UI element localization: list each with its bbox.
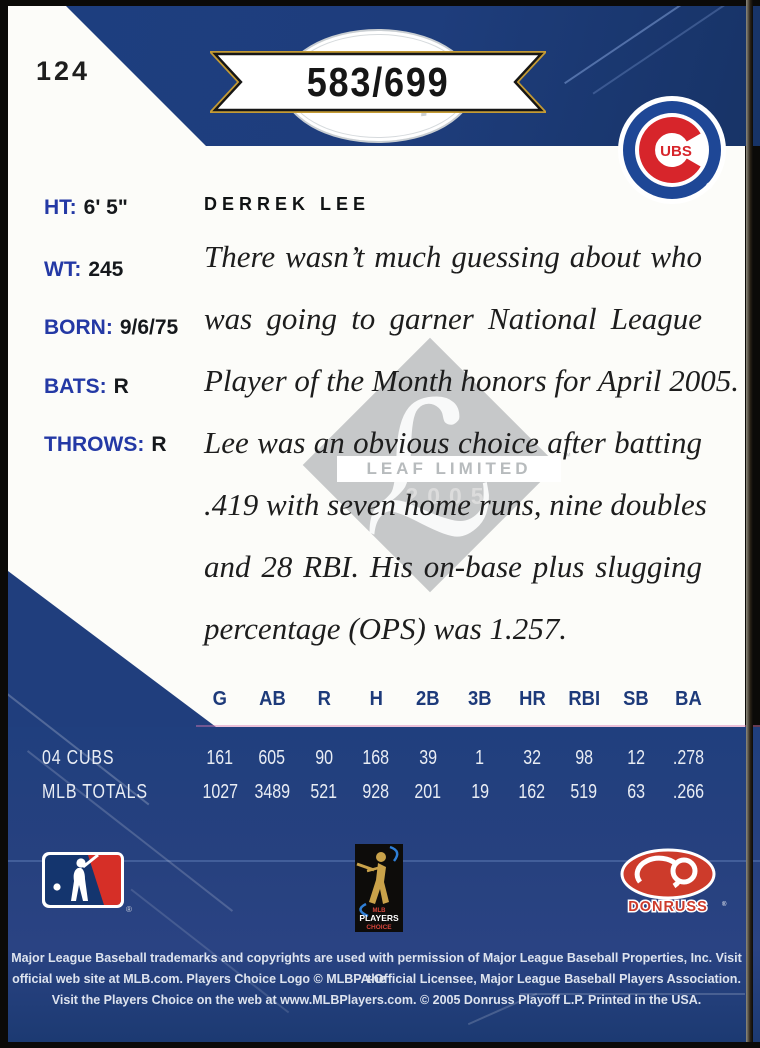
mlb-logo-bat bbox=[82, 853, 99, 869]
players-choice-mlb-text: MLB bbox=[373, 908, 387, 914]
stats-row-label: MLB TOTALS bbox=[42, 781, 148, 803]
bio-throws: THROWS: R bbox=[44, 433, 167, 457]
mlb-logo-red-field bbox=[88, 855, 121, 905]
stats-header-hr: HR bbox=[518, 688, 546, 710]
streak-line bbox=[520, 993, 745, 995]
description-line: .419 with seven home runs, nine doubles bbox=[204, 487, 707, 522]
cubs-ubs-text: UBS bbox=[660, 143, 692, 160]
scan-border-bottom bbox=[0, 1042, 760, 1048]
bio-weight: WT: 245 bbox=[44, 258, 123, 282]
donruss-logo-icon: DONRUSS ® bbox=[620, 848, 727, 916]
stat-cell: 1027 bbox=[202, 781, 238, 803]
stat-cell: 63 bbox=[627, 781, 645, 803]
stat-cell: 32 bbox=[523, 747, 541, 769]
stat-cell: 19 bbox=[471, 781, 489, 803]
donruss-registered-mark: ® bbox=[722, 901, 727, 908]
description-line: and 28 RBI. His on-base plus slugging bbox=[204, 549, 702, 584]
scan-border-right bbox=[746, 0, 753, 1048]
stats-header-rbi: RBI bbox=[568, 688, 600, 710]
stat-cell: 1 bbox=[475, 747, 485, 769]
serial-number: 583/699 bbox=[306, 58, 450, 105]
stats-header-sb: SB bbox=[623, 688, 649, 710]
stat-cell: 90 bbox=[315, 747, 333, 769]
players-choice-choice-text: CHOICE bbox=[366, 924, 392, 931]
player-description: There wasn’t much guessing about who was… bbox=[204, 226, 740, 660]
stats-row-mlb-totals: MLB TOTALS 1027 3489 521 928 201 19 162 … bbox=[0, 779, 714, 805]
stats-header-ba: BA bbox=[674, 688, 702, 710]
stats-row-2004: 04 CUBS 161 605 90 168 39 1 32 98 12 .27… bbox=[0, 745, 714, 771]
bio-label: BORN: bbox=[44, 316, 113, 339]
stats-header-3b: 3B bbox=[468, 688, 492, 710]
description-line: Player of the Month honors for April 200… bbox=[204, 363, 740, 398]
stat-cell: 168 bbox=[362, 747, 390, 769]
leaf-limited-trademark: ™ bbox=[562, 451, 571, 461]
stat-cell: .266 bbox=[672, 781, 704, 803]
cubs-team-logo-icon: UBS ® bbox=[618, 96, 726, 204]
players-choice-players-text: PLAYERS bbox=[359, 913, 399, 923]
bio-label: BATS: bbox=[44, 375, 107, 398]
stat-cell: 161 bbox=[206, 747, 234, 769]
players-choice-batter-body bbox=[369, 863, 389, 904]
stats-header-h: H bbox=[369, 688, 383, 710]
legal-line: Visit the Players Choice on the web at w… bbox=[51, 993, 702, 1007]
bio-label: HT: bbox=[44, 196, 77, 219]
players-choice-swoosh bbox=[389, 845, 399, 862]
stat-cell: 98 bbox=[575, 747, 593, 769]
description-line: percentage (OPS) was 1.257. bbox=[204, 611, 568, 646]
stats-header-row: G AB R H 2B 3B HR RBI SB BA bbox=[0, 686, 714, 712]
card-number: 124 bbox=[36, 56, 91, 86]
donruss-wordmark: DONRUSS bbox=[628, 899, 708, 915]
bio-bats: BATS: R bbox=[44, 375, 129, 399]
stat-cell: 39 bbox=[419, 747, 437, 769]
bio-value: R bbox=[151, 433, 167, 456]
description-line: There wasn’t much guessing about who bbox=[204, 239, 702, 274]
bio-value: 6' 5" bbox=[83, 196, 128, 219]
player-name: DERREK LEE bbox=[204, 194, 371, 214]
cubs-registered-mark: ® bbox=[706, 181, 713, 191]
players-choice-arm bbox=[366, 866, 379, 873]
leaf-limited-watermark-year: 2005 bbox=[405, 483, 493, 509]
stats-header-g: G bbox=[212, 688, 228, 710]
ribbon-shape bbox=[212, 52, 544, 112]
mlb-logo-icon: ® bbox=[42, 852, 132, 914]
stat-cell: 519 bbox=[570, 781, 598, 803]
stat-cell: 162 bbox=[518, 781, 546, 803]
description-line: was going to garner National League bbox=[204, 301, 702, 336]
bio-label: THROWS: bbox=[44, 433, 145, 456]
bio-value: 9/6/75 bbox=[119, 316, 179, 339]
stat-cell: 521 bbox=[310, 781, 338, 803]
mlb-registered-mark: ® bbox=[126, 905, 132, 914]
stats-header-2b: 2B bbox=[416, 688, 440, 710]
stat-cell: 605 bbox=[258, 747, 286, 769]
mlb-logo-ball bbox=[53, 883, 61, 891]
donruss-swoosh-ring bbox=[670, 857, 698, 885]
stats-strip-divider bbox=[196, 725, 760, 727]
bio-height: HT: 6' 5" bbox=[44, 196, 128, 220]
stat-cell: 12 bbox=[627, 747, 645, 769]
stat-cell: 3489 bbox=[254, 781, 290, 803]
bio-value: 245 bbox=[88, 258, 124, 281]
legal-line: official web site at MLB.com. Players Ch… bbox=[12, 972, 741, 986]
scan-border-top bbox=[0, 0, 760, 6]
scan-border-left bbox=[0, 0, 8, 1048]
players-choice-batter-head bbox=[376, 852, 386, 862]
mlb-logo-batter-body bbox=[71, 868, 88, 901]
bio-value: R bbox=[113, 375, 129, 398]
players-choice-logo-icon: MLB PLAYERS CHOICE bbox=[355, 844, 403, 932]
stats-header-r: R bbox=[317, 688, 331, 710]
bio-label: WT: bbox=[44, 258, 82, 281]
bio-born: BORN: 9/6/75 bbox=[44, 316, 178, 340]
cubs-c-letter bbox=[639, 117, 701, 183]
stat-cell: 928 bbox=[362, 781, 390, 803]
players-choice-swoosh bbox=[359, 902, 369, 918]
stat-cell: .278 bbox=[672, 747, 704, 769]
stats-header-ab: AB bbox=[258, 688, 286, 710]
description-line: Lee was an obvious choice after batting bbox=[204, 425, 702, 460]
stat-cell: 201 bbox=[414, 781, 442, 803]
leaf-limited-watermark-title: LEAF LIMITED bbox=[337, 456, 561, 482]
stats-row-label: 04 CUBS bbox=[42, 747, 115, 769]
legal-line: Major League Baseball trademarks and cop… bbox=[11, 951, 742, 986]
serial-ribbon bbox=[210, 51, 546, 113]
